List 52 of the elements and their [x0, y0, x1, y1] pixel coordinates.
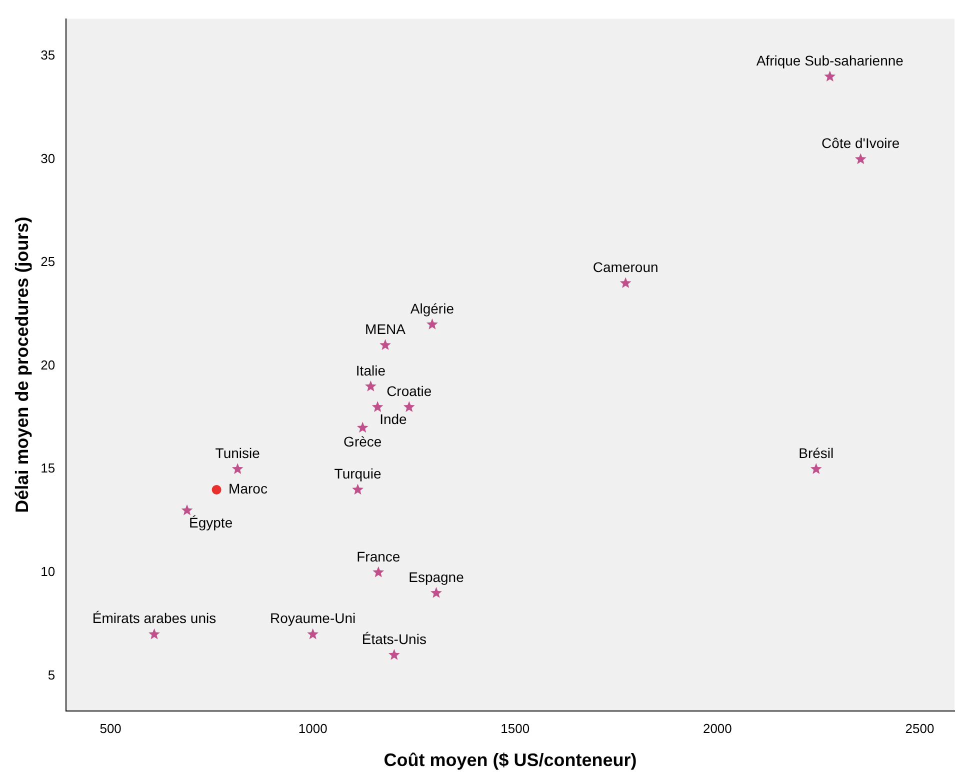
x-tick-label: 2500: [905, 721, 934, 736]
annotation: MENA: [365, 321, 406, 338]
annotation: Maroc: [228, 480, 268, 497]
annotation: Brésil: [798, 444, 834, 461]
y-tick-label: 30: [40, 150, 56, 166]
point: [380, 339, 391, 350]
point: [372, 566, 384, 578]
annotation: États-Unis: [362, 630, 426, 647]
x-tick-label: 1000: [298, 721, 328, 736]
x-tick-label: 500: [100, 721, 122, 736]
point: [426, 318, 438, 330]
x-tick-label: 2000: [702, 721, 732, 736]
point: [364, 380, 376, 392]
annotation: Croatie: [386, 383, 432, 400]
annotation: Tunisie: [215, 444, 260, 461]
point: [403, 401, 415, 412]
y-tick-label: 15: [40, 460, 56, 476]
point: [372, 401, 384, 412]
y-tick-label: 20: [40, 357, 56, 372]
annotation: Espagne: [408, 568, 464, 585]
annotation: Algérie: [410, 300, 454, 316]
point: [148, 628, 160, 640]
x-axis-title: Coût moyen ($ US/conteneur): [384, 750, 637, 770]
point: [810, 463, 822, 474]
point: [824, 70, 836, 82]
point: [430, 587, 442, 598]
y-tick-label: 5: [48, 667, 56, 682]
y-tick-label: 10: [40, 564, 56, 579]
annotation: Grèce: [344, 434, 382, 450]
annotation: Émirats arabes unis: [92, 610, 216, 626]
point: [181, 504, 193, 516]
annotation: Turquie: [334, 466, 382, 482]
annotation: Cameroun: [592, 259, 658, 276]
point: [352, 484, 364, 495]
point: [212, 485, 222, 495]
point: [356, 422, 368, 433]
y-axis-title: Délai moyen de procedures (jours): [12, 216, 32, 513]
annotation: Italie: [356, 362, 386, 378]
point: [854, 153, 866, 164]
annotation: Égypte: [189, 514, 233, 530]
point: [232, 463, 244, 474]
annotation: Afrique Sub-saharienne: [756, 52, 904, 68]
y-tick-label: 25: [40, 254, 56, 270]
annotation: France: [356, 548, 400, 564]
annotation: Royaume-Uni: [270, 610, 356, 626]
point: [388, 649, 400, 660]
point: [307, 628, 319, 640]
annotation: Inde: [380, 411, 408, 428]
point: [620, 277, 632, 288]
y-tick-label: 35: [40, 48, 56, 63]
x-tick-label: 1500: [500, 721, 530, 736]
annotation: Côte d'Ivoire: [822, 135, 900, 152]
